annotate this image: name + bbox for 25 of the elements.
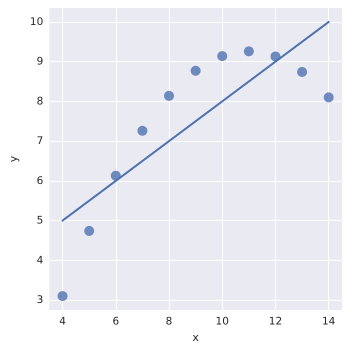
point xyxy=(137,126,148,136)
point xyxy=(164,90,174,101)
point xyxy=(84,226,94,236)
y-tick-label: 10 xyxy=(30,16,44,28)
point xyxy=(324,92,334,102)
y-tick-label: 6 xyxy=(36,174,44,187)
x-tick-label: 12 xyxy=(268,316,282,328)
y-tick-label: 8 xyxy=(36,95,44,108)
point xyxy=(297,66,308,77)
y-tick-label: 5 xyxy=(36,214,44,227)
point xyxy=(58,291,68,302)
x-axis-title: x xyxy=(192,331,200,344)
x-tick-label: 14 xyxy=(322,316,336,328)
x-tick-label: 10 xyxy=(216,316,229,328)
y-axis-title: y xyxy=(7,155,20,162)
point xyxy=(190,66,201,76)
x-tick-label: 6 xyxy=(112,316,120,328)
y-tick-label: 7 xyxy=(36,135,44,148)
point xyxy=(217,51,228,62)
y-tick-label: 9 xyxy=(36,56,44,68)
x-tick-label: 4 xyxy=(59,316,66,328)
y-tick-label: 3 xyxy=(36,294,44,306)
x-tick-label: 8 xyxy=(166,316,172,328)
y-tick-label: 4 xyxy=(36,254,44,266)
point xyxy=(244,46,254,56)
